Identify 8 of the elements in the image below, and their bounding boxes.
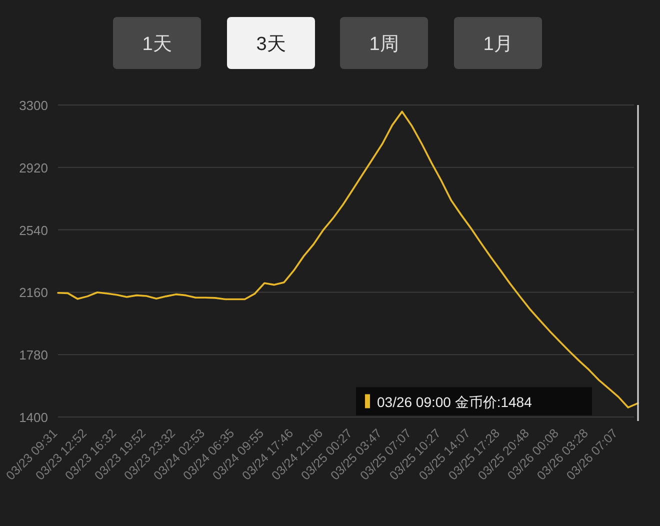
y-tick-label: 2920 bbox=[19, 160, 48, 176]
annotation: 03/26 09:00 金币价:1484 bbox=[377, 394, 532, 410]
y-tick-label: 2540 bbox=[19, 222, 48, 238]
tooltip: 03/26 09:00 金币价:1484 bbox=[356, 105, 639, 421]
y-tick-label: 3300 bbox=[19, 98, 48, 113]
y-tick-label: 2160 bbox=[19, 285, 48, 300]
y-tick-label: 1400 bbox=[19, 410, 48, 425]
y-tick-label: 1780 bbox=[19, 348, 48, 363]
